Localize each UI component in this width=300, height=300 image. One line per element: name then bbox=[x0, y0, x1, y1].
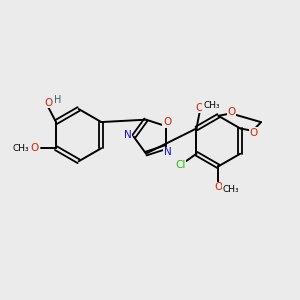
Text: O: O bbox=[250, 128, 258, 138]
Text: O: O bbox=[31, 143, 39, 153]
Text: O: O bbox=[228, 107, 236, 117]
Text: O: O bbox=[214, 182, 223, 192]
Text: O: O bbox=[44, 98, 53, 108]
Text: N: N bbox=[124, 130, 132, 140]
Text: H: H bbox=[54, 95, 62, 105]
Text: CH₃: CH₃ bbox=[12, 144, 29, 153]
Text: N: N bbox=[164, 148, 171, 158]
Text: Cl: Cl bbox=[175, 160, 185, 170]
Text: O: O bbox=[163, 117, 171, 127]
Text: CH₃: CH₃ bbox=[203, 101, 220, 110]
Text: O: O bbox=[195, 103, 204, 112]
Text: CH₃: CH₃ bbox=[223, 185, 239, 194]
